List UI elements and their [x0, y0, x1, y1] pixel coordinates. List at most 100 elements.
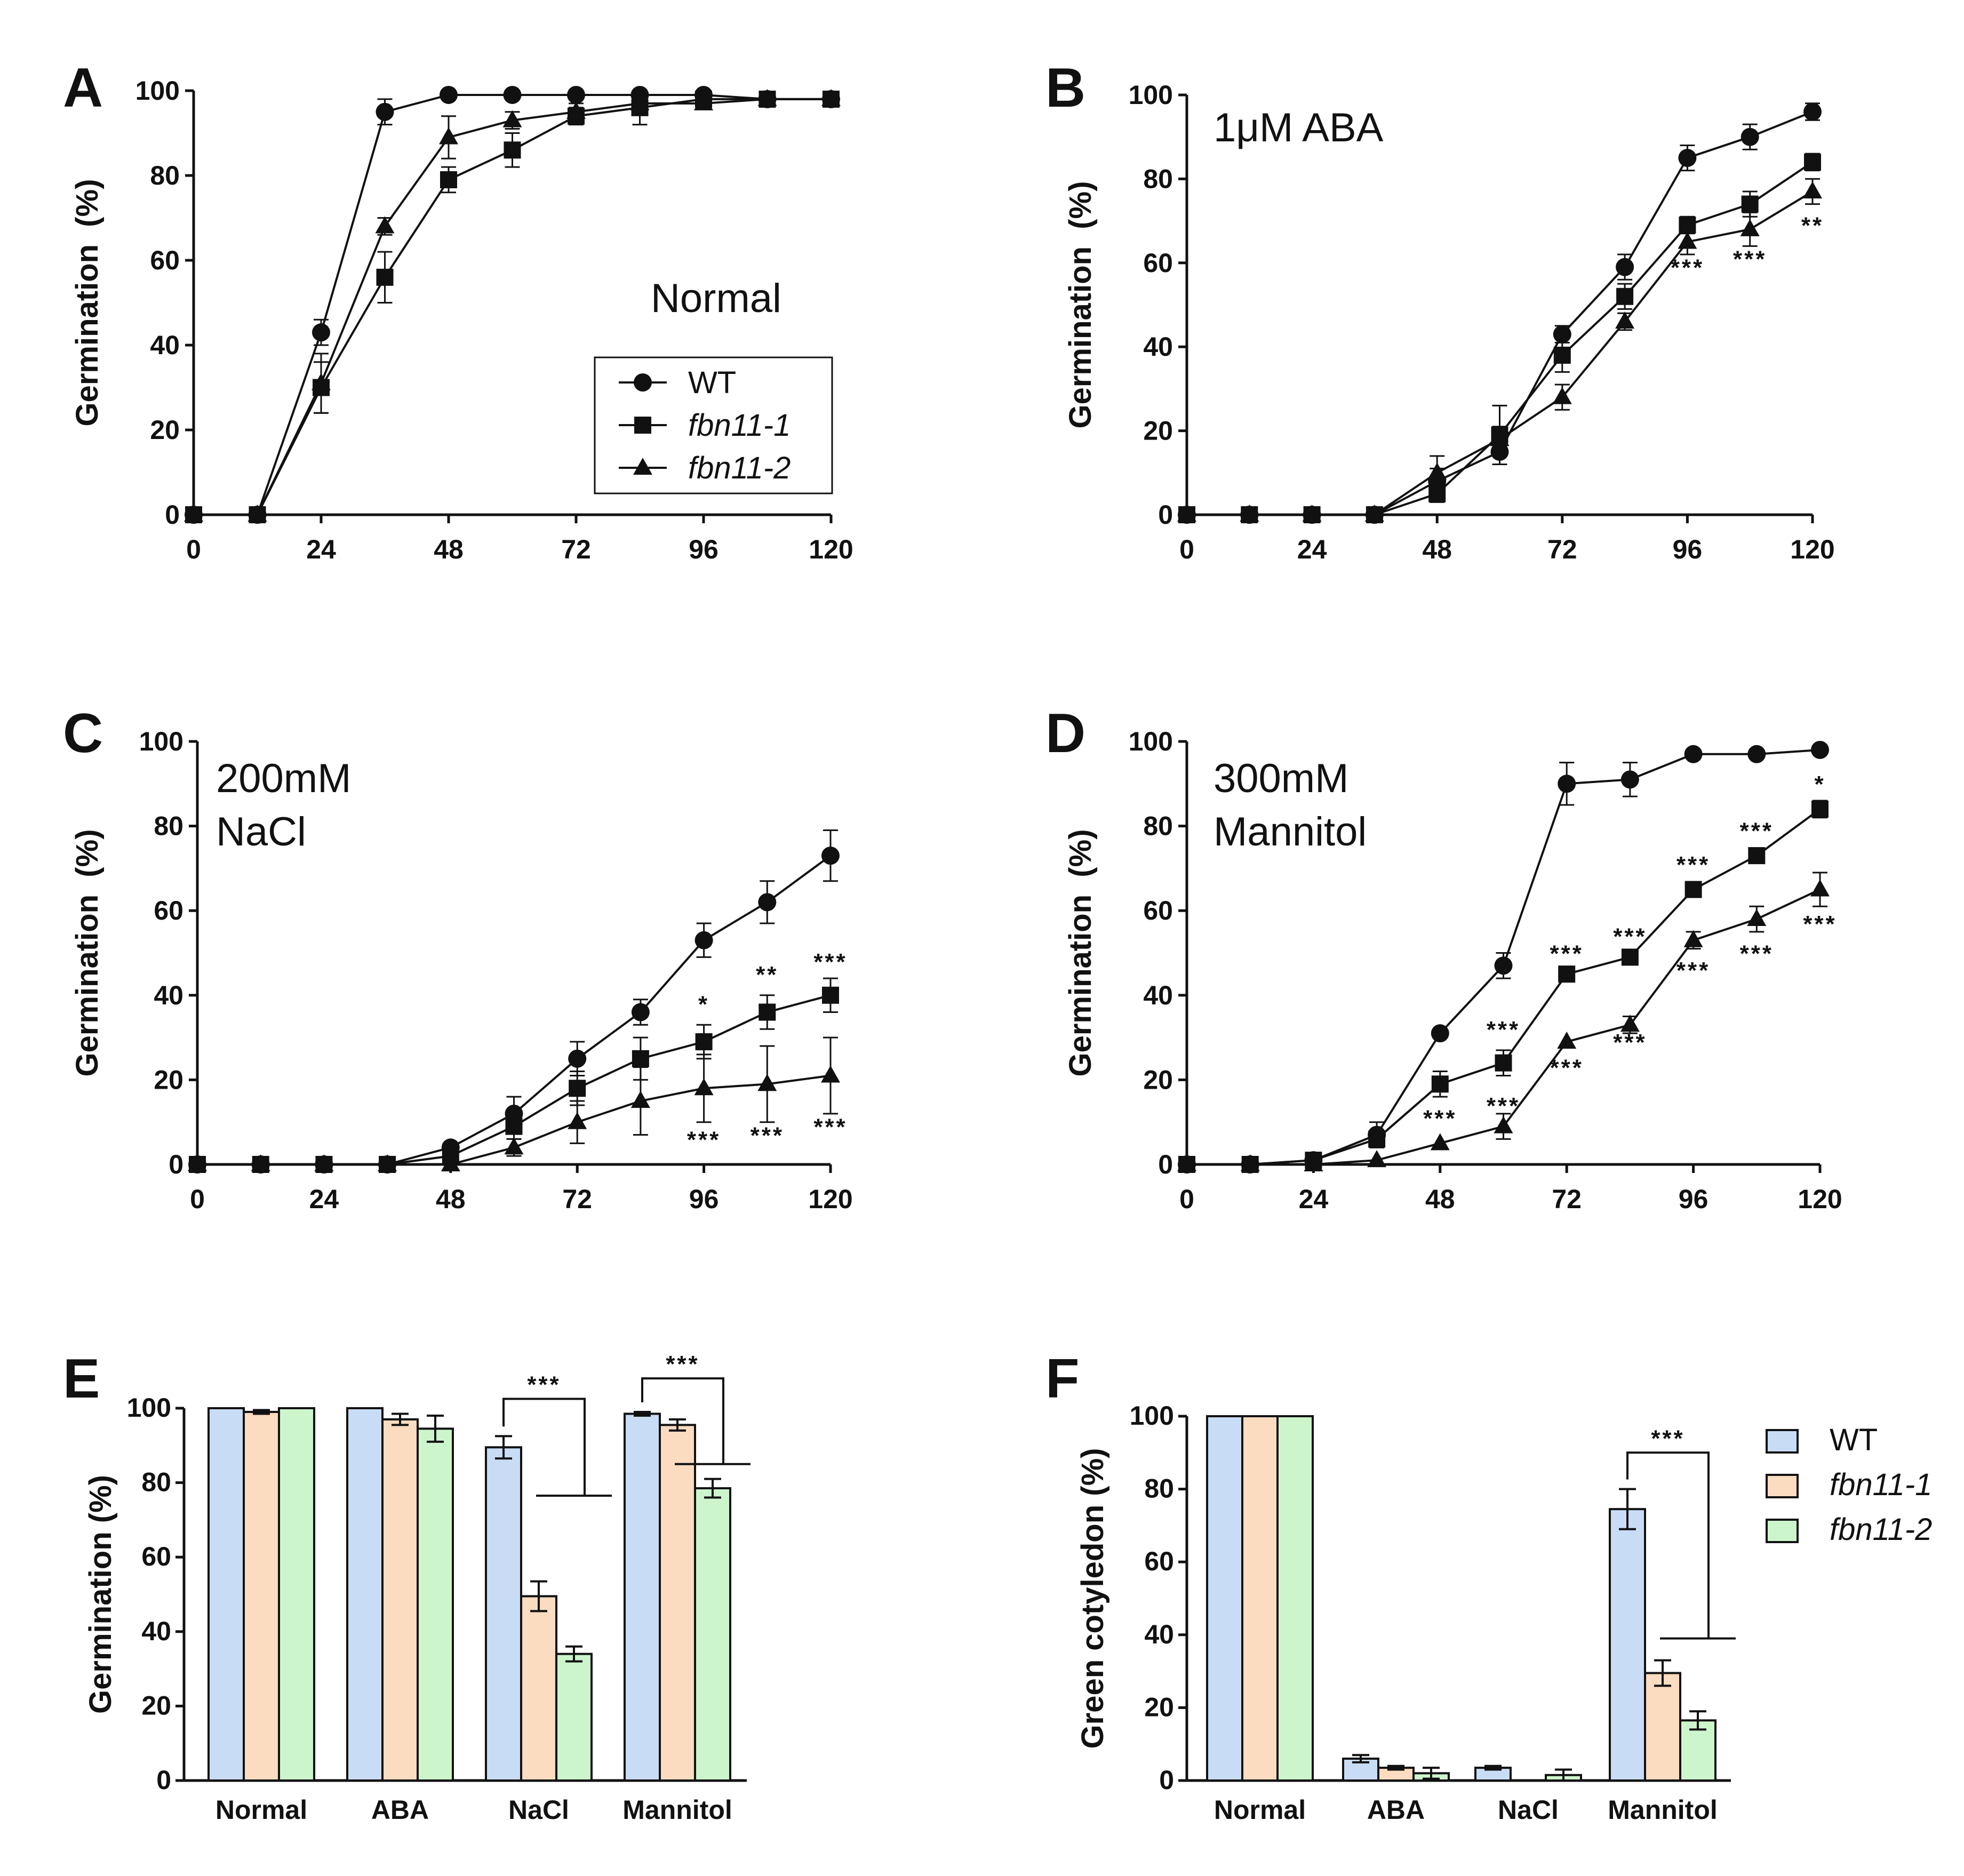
data-point [694, 93, 713, 110]
data-point [1494, 1116, 1513, 1133]
y-tick-label: 20 [1144, 1692, 1174, 1722]
y-axis-title: Germination (%) [83, 1475, 118, 1714]
bar-fbn11-1 [1644, 1672, 1681, 1782]
x-tick-label: 120 [1798, 1184, 1842, 1214]
bar-fbn11-1 [243, 1410, 280, 1782]
y-tick-label: 100 [1129, 727, 1173, 756]
bar-fbn11-2 [555, 1653, 593, 1782]
panel-c: C 0 24 48 72 96 120 0 20 40 60 80 100 Germination (%)… [63, 702, 853, 1214]
data-point [1621, 948, 1639, 966]
x-tick-label: NaCl [508, 1795, 569, 1825]
y-tick-label: 40 [150, 330, 180, 360]
x-tick-label: 48 [434, 534, 464, 564]
y-tick-label: 60 [154, 896, 183, 925]
x-tick-label: 0 [190, 1184, 205, 1214]
data-point [441, 1154, 460, 1171]
x-tick-label: 48 [436, 1184, 466, 1214]
bar-wt [624, 1412, 661, 1782]
y-tick-label: 20 [141, 1690, 171, 1720]
y-tick-label: 40 [1144, 1619, 1174, 1649]
x-tick-label: 96 [689, 534, 718, 564]
y-tick-label: 100 [139, 727, 183, 756]
legend-label: fbn11-1 [1830, 1467, 1932, 1502]
significance-marker: *** [1487, 1017, 1520, 1043]
data-point [821, 847, 840, 865]
y-axis-title: Germination (%) [1063, 181, 1098, 428]
category-mannitol: Mannitol [622, 1410, 732, 1825]
category-mannitol: Mannitol [1608, 1488, 1718, 1825]
legend-label: fbn11-1 [688, 408, 791, 443]
series-fbn11-1 [1178, 153, 1821, 523]
data-point [822, 986, 839, 1004]
significance-marker: *** [1550, 1055, 1584, 1081]
panel-label: B [1045, 57, 1085, 119]
significance-bracket: *** [502, 1372, 612, 1497]
data-point [1240, 505, 1259, 522]
x-tick-label: 96 [1673, 534, 1703, 564]
significance-marker: *** [1671, 254, 1704, 281]
data-point [440, 171, 457, 188]
y-tick-label: 0 [156, 1765, 171, 1795]
data-point [1552, 387, 1572, 404]
data-point [1684, 881, 1702, 898]
data-point [1558, 965, 1576, 983]
bar-wt [1609, 1508, 1646, 1782]
significance-marker: ** [1801, 213, 1824, 239]
data-point [1557, 1032, 1577, 1049]
bar-fbn11-2 [417, 1427, 454, 1782]
x-tick-label: 24 [306, 534, 336, 564]
data-point [567, 85, 585, 104]
data-point [312, 323, 330, 342]
significance-marker: * [1814, 771, 1825, 797]
data-point [1616, 258, 1634, 276]
legend-label: WT [688, 365, 736, 400]
data-point [505, 1117, 523, 1135]
bracket-line [502, 1398, 586, 1496]
series-fbn11-2 [1177, 178, 1822, 522]
bar-fbn11-1 [520, 1595, 557, 1782]
data-point [502, 110, 522, 127]
x-tick-label: Normal [215, 1795, 307, 1825]
data-point [1741, 127, 1759, 146]
y-axis-title: Germination (%) [70, 829, 105, 1076]
data-point [759, 1003, 776, 1021]
significance-marker: *** [1740, 940, 1774, 967]
y-axis-title: Germination (%) [70, 179, 105, 426]
x-tick-label: Normal [1214, 1795, 1306, 1825]
data-point [1490, 429, 1510, 446]
data-point [1620, 770, 1639, 789]
data-point [1684, 745, 1703, 763]
data-point [1803, 102, 1822, 121]
x-tick-label: 72 [1552, 1184, 1582, 1214]
category-nacl: NaCl [1474, 1765, 1582, 1825]
x-tick-label: 24 [1299, 1184, 1329, 1214]
legend-swatch [1766, 1519, 1799, 1543]
series-fbn11-2 [188, 1036, 840, 1171]
panel-label: A [63, 57, 103, 119]
data-point [1811, 800, 1829, 818]
significance-marker: *** [1676, 852, 1710, 878]
category-normal: Normal [1206, 1415, 1314, 1825]
x-tick-label: 0 [1179, 534, 1194, 564]
series-fbn11-2 [1177, 872, 1830, 1171]
data-point [630, 1091, 650, 1108]
data-point [1558, 775, 1576, 793]
significance-marker: *** [751, 1122, 784, 1148]
significance-bracket: *** [641, 1351, 751, 1465]
category-aba: ABA [1342, 1754, 1450, 1825]
y-tick-label: 0 [1158, 500, 1173, 530]
data-point [378, 1154, 397, 1171]
y-tick-label: 80 [150, 161, 180, 190]
y-tick-label: 20 [154, 1065, 183, 1095]
x-tick-label: 120 [809, 534, 853, 564]
data-point [1678, 149, 1697, 167]
x-tick-label: 72 [1547, 534, 1577, 564]
bar-wt [485, 1446, 522, 1782]
significance-marker: *** [1550, 940, 1584, 967]
significance-marker: *** [1651, 1425, 1684, 1451]
y-tick-label: 60 [141, 1542, 171, 1571]
data-point [251, 1154, 270, 1171]
data-point [758, 893, 777, 912]
data-point [503, 85, 522, 104]
